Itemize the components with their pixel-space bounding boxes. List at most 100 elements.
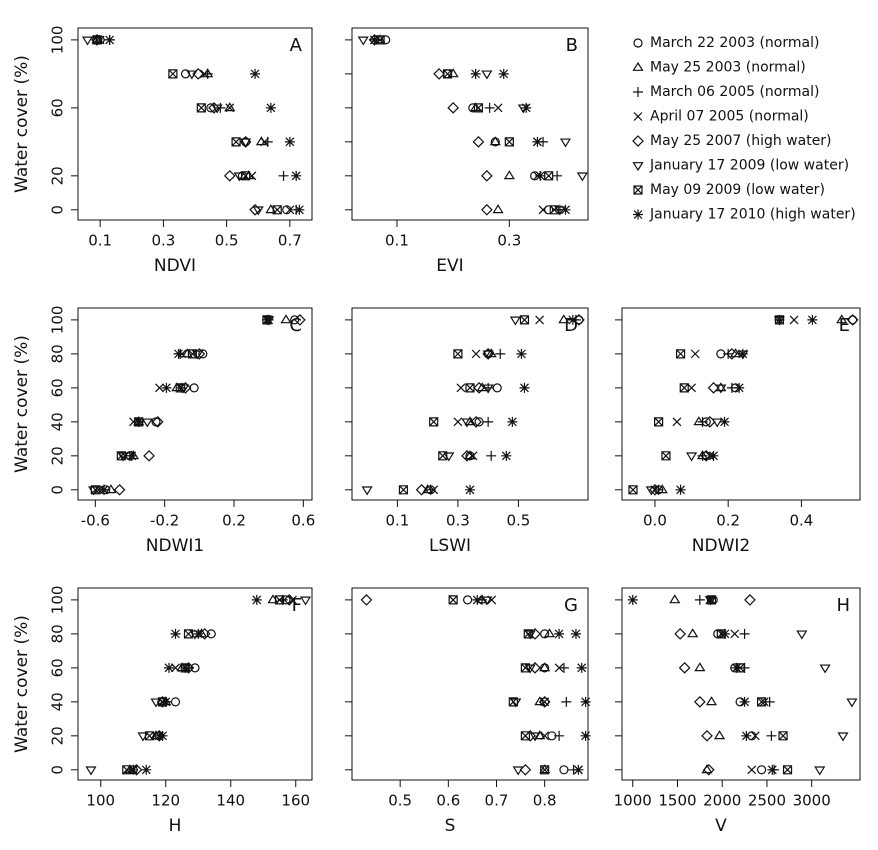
data-point	[675, 484, 686, 495]
data-point	[482, 350, 494, 360]
data-point	[519, 382, 530, 393]
x-tick-label: 3000	[793, 792, 831, 810]
data-point	[175, 383, 185, 393]
data-point	[778, 731, 788, 741]
data-point	[105, 484, 117, 494]
panel-label: G	[564, 595, 578, 616]
data-point	[462, 595, 473, 605]
x-tick-label: -0.6	[81, 512, 110, 530]
data-point	[512, 766, 524, 776]
data-point	[240, 138, 252, 148]
y-tick-label: 20	[49, 726, 67, 745]
y-axis-label: Water cover (%)	[12, 615, 32, 753]
data-point	[558, 314, 570, 324]
data-point	[361, 486, 373, 496]
data-point	[558, 662, 569, 673]
data-point	[693, 416, 705, 426]
legend-marker	[632, 135, 644, 147]
data-point	[481, 203, 493, 216]
data-point	[208, 102, 220, 114]
data-point	[461, 449, 473, 462]
x-tick-label: 2000	[703, 792, 741, 810]
data-point	[529, 662, 541, 674]
y-tick-label: 100	[49, 586, 67, 615]
data-point	[756, 697, 767, 707]
x-tick-label: 0.2	[222, 512, 246, 530]
data-point	[192, 68, 205, 80]
data-point	[687, 628, 699, 638]
data-point	[196, 103, 206, 113]
x-tick-label: 1500	[658, 792, 696, 810]
y-tick-label: 40	[49, 692, 67, 711]
data-point	[280, 314, 292, 324]
panel-label: A	[290, 35, 303, 56]
panel: 0.0 0.2 0.4 E NDWI2	[615, 307, 861, 556]
data-point	[183, 629, 194, 639]
data-point	[554, 730, 565, 741]
x-tick-label: 1000	[614, 792, 652, 810]
data-point	[493, 103, 503, 113]
data-point	[170, 628, 181, 639]
data-point	[483, 416, 494, 427]
legend-label: May 25 2007 (high water)	[650, 133, 832, 149]
data-point	[288, 595, 297, 605]
data-point	[552, 170, 563, 181]
x-tick-label: 0.8	[533, 792, 557, 810]
data-point	[283, 594, 296, 606]
y-tick-label: 60	[49, 378, 67, 397]
data-point	[540, 629, 550, 639]
data-point	[168, 69, 178, 79]
legend-label: May 25 2003 (normal)	[650, 60, 806, 76]
data-point	[580, 696, 591, 707]
data-point	[580, 730, 591, 741]
data-point	[782, 765, 793, 775]
data-point	[472, 135, 485, 148]
data-point	[554, 629, 564, 639]
data-point	[200, 69, 209, 79]
data-point	[669, 594, 681, 604]
data-point	[85, 766, 97, 776]
data-point	[415, 483, 428, 496]
data-point	[465, 484, 475, 495]
data-point	[225, 103, 235, 113]
data-point	[766, 730, 777, 741]
data-point	[504, 137, 514, 147]
y-tick-label: 20	[49, 446, 67, 465]
data-point	[719, 416, 730, 427]
data-point	[360, 594, 373, 606]
legend-marker	[633, 87, 643, 97]
data-point	[731, 662, 742, 673]
data-point	[774, 315, 785, 325]
data-point	[453, 417, 463, 427]
data-point	[141, 764, 152, 775]
y-axis-label: Water cover (%)	[12, 335, 32, 473]
data-point	[192, 350, 204, 360]
data-point	[706, 595, 717, 605]
panel-label: F	[292, 595, 302, 616]
data-point	[357, 36, 369, 46]
legend-marker	[632, 61, 644, 71]
x-tick-label: 0.0	[643, 512, 667, 530]
data-point	[189, 383, 199, 393]
data-point	[447, 102, 459, 114]
data-point	[482, 384, 494, 394]
data-point	[81, 36, 94, 46]
legend-marker	[633, 112, 643, 121]
data-point	[701, 729, 713, 742]
legend-label: May 09 2009 (low water)	[650, 182, 825, 198]
data-point	[561, 696, 572, 707]
data-point	[705, 696, 718, 706]
data-point	[708, 450, 719, 461]
data-point	[224, 102, 236, 112]
data-point	[90, 485, 100, 495]
data-point	[157, 730, 168, 741]
data-point	[151, 415, 164, 428]
data-point	[171, 663, 180, 673]
x-tick-label: 0.6	[436, 792, 460, 810]
data-point	[211, 104, 223, 114]
data-point	[554, 206, 566, 216]
x-tick-label: 0.3	[446, 512, 470, 530]
data-point	[729, 348, 742, 358]
data-point	[261, 314, 272, 325]
x-axis-label: LSWI	[429, 536, 471, 556]
